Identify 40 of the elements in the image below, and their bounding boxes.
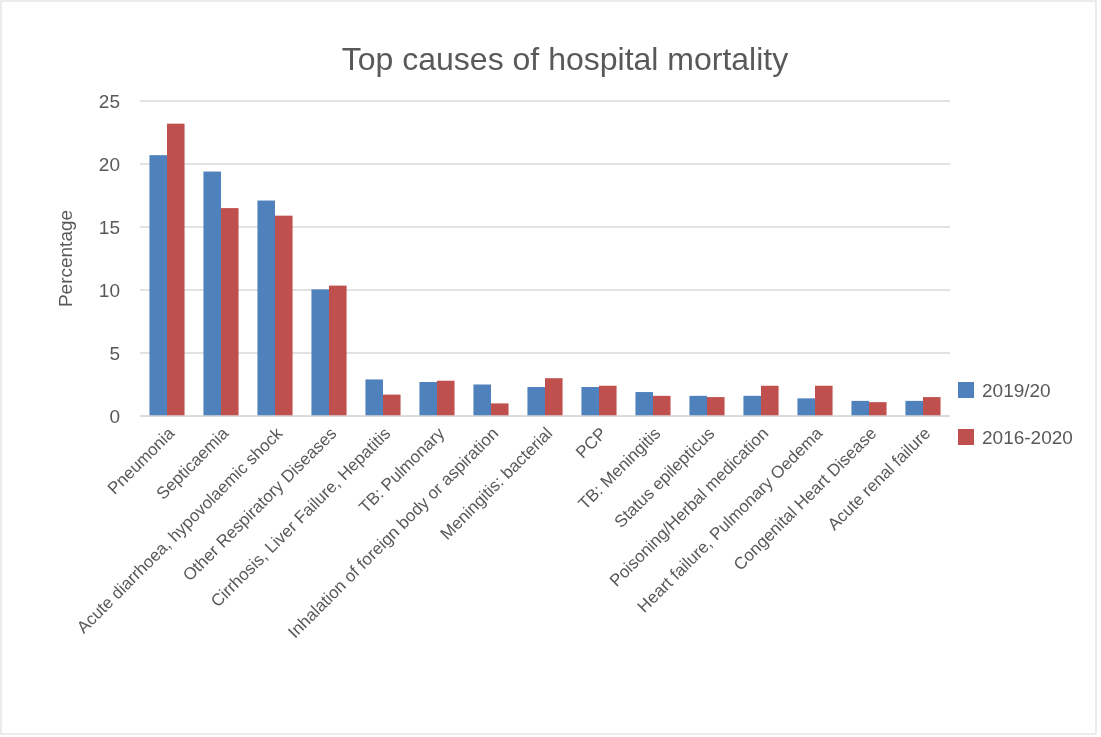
bar: [851, 400, 869, 416]
bar: [923, 397, 941, 416]
bar: [545, 378, 563, 416]
bar: [437, 380, 455, 416]
bar: [815, 385, 833, 416]
bar: [743, 395, 761, 416]
chart-title: Top causes of hospital mortality: [341, 41, 789, 77]
bar: [167, 123, 185, 416]
bar: [149, 155, 167, 416]
y-tick-label: 15: [98, 216, 120, 238]
legend-label: 2016-2020: [982, 426, 1073, 448]
bar: [869, 402, 887, 416]
bar: [275, 215, 293, 416]
bar: [797, 398, 815, 416]
bar: [329, 285, 347, 416]
bar: [473, 384, 491, 416]
bar: [599, 385, 617, 416]
bar: [707, 397, 725, 416]
bar: [221, 208, 239, 416]
bar: [905, 400, 923, 416]
legend-label: 2019/20: [982, 379, 1051, 401]
bar: [635, 392, 653, 416]
y-tick-label: 25: [98, 90, 120, 112]
bar: [761, 385, 779, 416]
bar: [365, 379, 383, 416]
y-axis-title: Percentage: [55, 209, 76, 308]
y-tick-label: 20: [98, 153, 120, 175]
bar: [527, 387, 545, 416]
y-tick-label: 5: [109, 342, 120, 364]
bar: [491, 403, 509, 416]
bar: [257, 200, 275, 416]
bar: [581, 387, 599, 416]
bar: [383, 394, 401, 416]
bar: [653, 395, 671, 416]
bar: [311, 289, 329, 416]
y-tick-label: 10: [98, 279, 120, 301]
bar: [689, 395, 707, 416]
bar: [419, 381, 437, 416]
y-tick-label: 0: [109, 405, 120, 427]
bar: [203, 171, 221, 416]
